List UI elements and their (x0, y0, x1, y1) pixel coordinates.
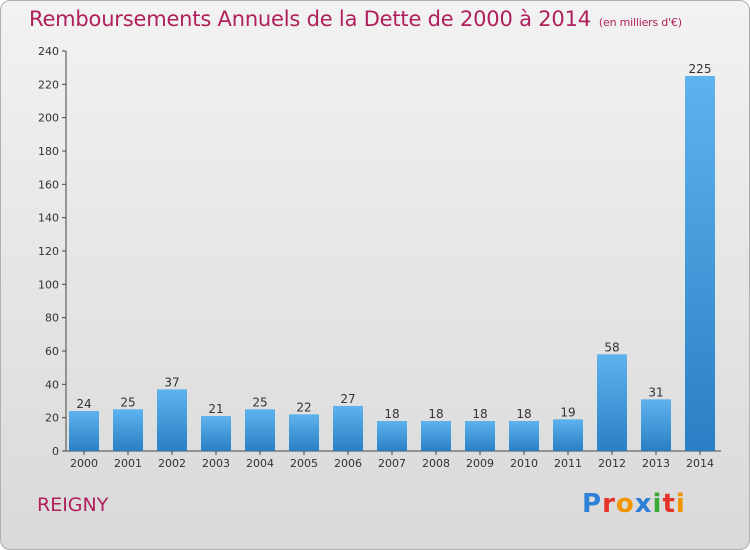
bar-2001 (113, 409, 143, 451)
logo-letter: i (675, 489, 686, 519)
bar-2005 (289, 414, 319, 451)
y-tick-label: 80 (45, 312, 59, 325)
value-label-2014: 225 (689, 62, 712, 76)
x-tick-label-2012: 2012 (598, 457, 626, 470)
x-tick-label-2011: 2011 (554, 457, 582, 470)
y-tick-label: 40 (45, 378, 59, 391)
proxiti-logo: Proxiti (582, 489, 686, 519)
bar-2007 (377, 421, 407, 451)
x-tick-label-2009: 2009 (466, 457, 494, 470)
bar-2000 (69, 411, 99, 451)
y-tick-label: 160 (38, 178, 59, 191)
bar-2009 (465, 421, 495, 451)
value-label-2002: 37 (164, 375, 179, 389)
chart-subtitle: (en milliers d'€) (598, 16, 682, 29)
x-tick-label-2004: 2004 (246, 457, 274, 470)
y-tick-label: 200 (38, 112, 59, 125)
value-label-2001: 25 (120, 395, 135, 409)
x-tick-label-2001: 2001 (114, 457, 142, 470)
bar-2010 (509, 421, 539, 451)
bar-2004 (245, 409, 275, 451)
bar-2008 (421, 421, 451, 451)
value-label-2008: 18 (428, 407, 443, 421)
value-label-2012: 58 (604, 340, 619, 354)
logo-letter: t (662, 489, 676, 519)
x-tick-label-2006: 2006 (334, 457, 362, 470)
value-label-2004: 25 (252, 395, 267, 409)
bar-2012 (597, 354, 627, 451)
value-label-2003: 21 (208, 402, 223, 416)
x-tick-label-2013: 2013 (642, 457, 670, 470)
bar-2003 (201, 416, 231, 451)
y-tick-label: 0 (52, 445, 59, 458)
y-tick-label: 240 (38, 45, 59, 58)
logo-letter: i (652, 489, 663, 519)
x-tick-label-2005: 2005 (290, 457, 318, 470)
logo-letter: x (634, 489, 653, 519)
value-label-2013: 31 (648, 385, 663, 399)
y-tick-label: 60 (45, 345, 59, 358)
bar-2014 (685, 76, 715, 451)
value-label-2005: 22 (296, 400, 311, 414)
x-tick-label-2014: 2014 (686, 457, 714, 470)
chart-title: Remboursements Annuels de la Dette de 20… (29, 7, 682, 31)
y-tick-label: 220 (38, 78, 59, 91)
y-tick-label: 100 (38, 278, 59, 291)
x-tick-label-2003: 2003 (202, 457, 230, 470)
y-tick-label: 180 (38, 145, 59, 158)
value-label-2000: 24 (76, 397, 91, 411)
x-tick-label-2007: 2007 (378, 457, 406, 470)
commune-name: REIGNY (37, 494, 109, 516)
bar-2013 (641, 399, 671, 451)
x-tick-label-2010: 2010 (510, 457, 538, 470)
bar-2006 (333, 406, 363, 451)
value-label-2010: 18 (516, 407, 531, 421)
x-tick-label-2008: 2008 (422, 457, 450, 470)
logo-letter: o (615, 489, 635, 519)
y-tick-label: 140 (38, 212, 59, 225)
logo-letter: P (582, 489, 603, 519)
bar-2011 (553, 419, 583, 451)
value-label-2009: 18 (472, 407, 487, 421)
x-tick-label-2002: 2002 (158, 457, 186, 470)
value-label-2007: 18 (384, 407, 399, 421)
bar-2002 (157, 389, 187, 451)
value-label-2006: 27 (340, 392, 355, 406)
y-tick-label: 20 (45, 412, 59, 425)
value-label-2011: 19 (560, 405, 575, 419)
logo-letter: r (602, 489, 616, 519)
x-tick-label-2000: 2000 (70, 457, 98, 470)
y-tick-label: 120 (38, 245, 59, 258)
